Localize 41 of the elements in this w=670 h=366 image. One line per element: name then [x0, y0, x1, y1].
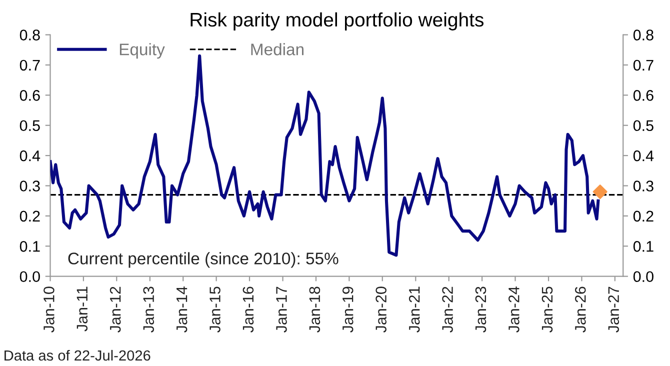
y-tick-label: 0.8 [20, 30, 40, 40]
x-tick-label: Jan-27 [608, 286, 620, 333]
y-tick-label: 0.5 [20, 120, 40, 132]
y2-tick-label: 0.2 [633, 210, 654, 222]
y2-tick-label: 0.6 [633, 90, 654, 101]
y-tick-label: 0.4 [20, 150, 40, 162]
x-tick-label: Jan-16 [242, 286, 254, 333]
x-tick-label: Jan-15 [210, 286, 220, 333]
y-tick-label: 0.2 [20, 210, 40, 222]
x-tick-label: Jan-12 [110, 286, 121, 333]
x-tick-label: Jan-24 [508, 286, 520, 333]
y2-tick-label: 0.5 [633, 120, 654, 132]
x-tick-label: Jan-25 [542, 286, 553, 333]
y-tick-label: 0.3 [20, 180, 40, 192]
x-tick-label: Jan-23 [475, 286, 486, 333]
y2-tick-label: 0.0 [633, 271, 654, 282]
x-tick-label: Jan-20 [376, 286, 386, 333]
x-tick-label: Jan-10 [44, 286, 54, 333]
x-tick-label: Jan-11 [76, 286, 88, 332]
annotation: Current percentile (since 2010): 55% [68, 252, 338, 268]
y2-tick-label: 0.7 [633, 60, 654, 71]
x-tick-label: Jan-21 [408, 286, 420, 333]
y2-tick-label: 0.1 [633, 241, 654, 252]
x-tick-label: Jan-19 [342, 286, 354, 333]
x-tick-label: Jan-13 [143, 286, 154, 333]
x-tick-label: Jan-26 [575, 286, 586, 333]
legend-label: Median [251, 43, 304, 56]
x-tick-label: Jan-14 [176, 286, 188, 333]
x-tick-label: Jan-18 [309, 286, 320, 333]
y-tick-label: 0.6 [20, 90, 40, 101]
legend-label: Equity [120, 43, 165, 59]
text: Data as of 22-Jul-2026 [4, 350, 150, 361]
y2-tick-label: 0.8 [633, 30, 654, 40]
y-tick-label: 0.7 [20, 60, 40, 71]
x-tick-label: Jan-22 [442, 286, 453, 333]
y-tick-label: 0.0 [20, 271, 40, 282]
y2-tick-label: 0.4 [633, 150, 654, 162]
chart-title: Risk parity model portfolio weights [190, 12, 484, 30]
x-tick-label: Jan-17 [276, 286, 287, 333]
y-tick-label: 0.1 [20, 241, 40, 252]
y2-tick-label: 0.3 [633, 180, 654, 192]
